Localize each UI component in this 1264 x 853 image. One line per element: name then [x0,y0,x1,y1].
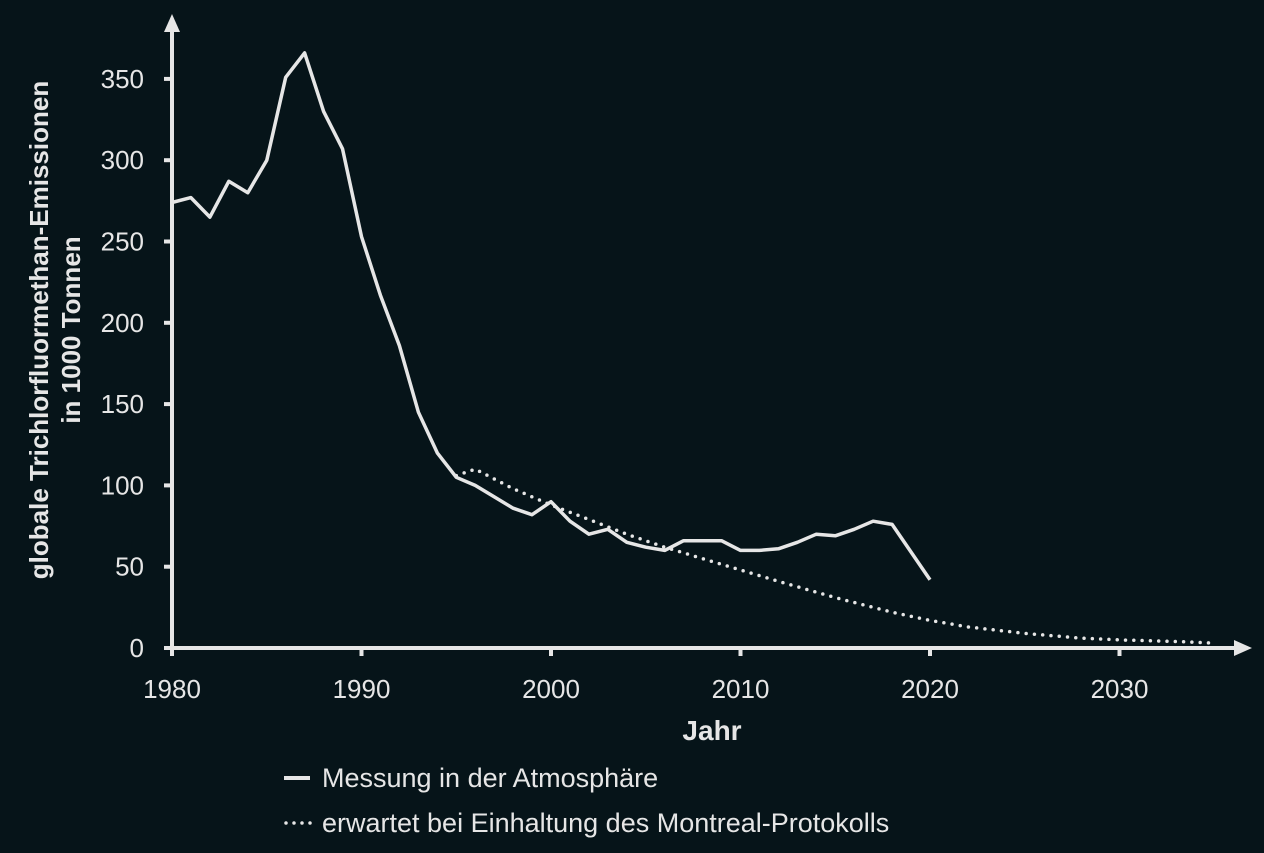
y-axis-label-line-1: globale Trichlorfluormethan-Emissionen [24,81,54,579]
y-tick-label: 0 [130,633,144,663]
x-tick-label: 2010 [712,674,770,704]
series-line-measured [171,51,932,581]
legend-label-measured: Messung in der Atmosphäre [322,763,658,793]
y-tick-label: 150 [101,389,144,419]
y-tick-label: 200 [101,308,144,338]
x-tick-label: 2000 [522,674,580,704]
axes [164,14,1252,656]
y-tick-label: 350 [101,64,144,94]
legend-item-expected: erwartet bei Einhaltung des Montreal-Pro… [284,808,889,838]
series [171,51,1217,645]
y-tick-label: 100 [101,470,144,500]
x-axis-label: Jahr [682,715,741,746]
y-axis-label: globale Trichlorfluormethan-Emissionen i… [24,81,86,579]
y-axis-arrow [164,14,180,32]
legend: Messung in der Atmosphäre erwartet bei E… [284,763,889,838]
y-tick-label: 300 [101,145,144,175]
legend-label-expected: erwartet bei Einhaltung des Montreal-Pro… [322,808,889,838]
y-axis-label-line-2: in 1000 Tonnen [56,236,86,423]
legend-item-measured: Messung in der Atmosphäre [284,763,658,793]
x-tick-label: 1980 [143,674,201,704]
x-tick-label: 2030 [1091,674,1149,704]
series-line-expected [454,467,1217,645]
y-tick-label: 250 [101,227,144,257]
x-axis-arrow [1234,640,1252,656]
ticks: 0 50 100 150 200 250 300 350 1980 1990 2000 2010 202… [101,64,1149,704]
x-tick-label: 2020 [901,674,959,704]
x-tick-label: 1990 [333,674,391,704]
y-tick-label: 50 [115,552,144,582]
